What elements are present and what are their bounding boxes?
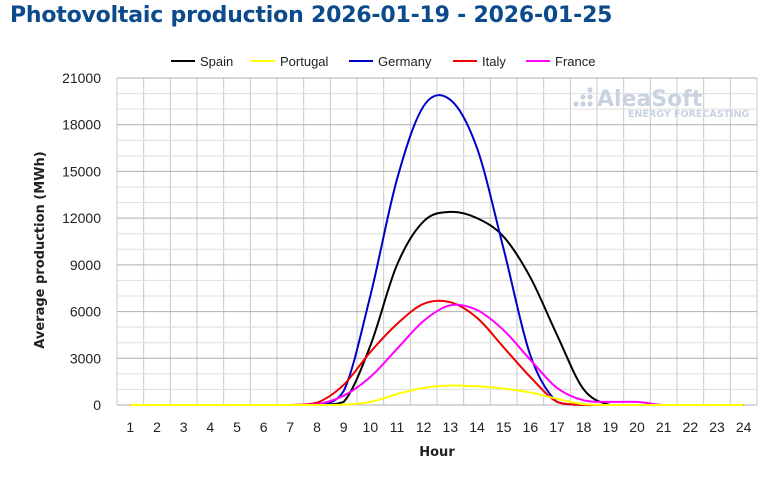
chart-title: Photovoltaic production 2026-01-19 - 202… xyxy=(10,3,613,28)
y-axis-label: Average production (MWh) xyxy=(33,151,48,348)
y-tick-label: 9000 xyxy=(70,257,101,273)
x-tick-label: 14 xyxy=(469,419,485,435)
x-axis-label: Hour xyxy=(419,445,455,460)
y-tick-label: 18000 xyxy=(62,117,101,133)
x-tick-label: 1 xyxy=(126,419,134,435)
x-tick-label: 13 xyxy=(443,419,459,435)
x-tick-label: 15 xyxy=(496,419,512,435)
y-tick-label: 21000 xyxy=(62,70,101,86)
x-tick-label: 17 xyxy=(549,419,565,435)
watermark-brand: AleaSoft xyxy=(597,87,703,112)
x-tick-label: 16 xyxy=(523,419,539,435)
x-tick-label: 20 xyxy=(629,419,645,435)
legend-label-france: France xyxy=(555,54,595,69)
watermark-dots-icon xyxy=(573,87,593,107)
x-tick-label: 8 xyxy=(313,419,321,435)
x-tick-label: 24 xyxy=(736,419,752,435)
x-tick-label: 2 xyxy=(153,419,161,435)
watermark-tagline: ENERGY FORECASTING xyxy=(628,109,750,120)
y-tick-label: 3000 xyxy=(70,350,101,366)
x-tick-label: 11 xyxy=(390,419,405,435)
x-tick-label: 12 xyxy=(416,419,432,435)
x-tick-label: 18 xyxy=(576,419,592,435)
x-tick-label: 7 xyxy=(286,419,294,435)
x-tick-label: 5 xyxy=(233,419,241,435)
x-tick-label: 9 xyxy=(340,419,348,435)
legend-label-italy: Italy xyxy=(482,54,506,69)
x-tick-label: 21 xyxy=(656,419,672,435)
legend: Spain Portugal Germany Italy France xyxy=(171,54,595,69)
legend-label-portugal: Portugal xyxy=(280,54,329,69)
x-tick-label: 23 xyxy=(709,419,725,435)
gridlines xyxy=(116,77,758,406)
series-line-portugal xyxy=(130,384,744,406)
watermark-logo: AleaSoft ENERGY FORECASTING xyxy=(573,87,750,120)
x-tick-label: 19 xyxy=(603,419,619,435)
y-tick-label: 6000 xyxy=(70,304,101,320)
x-tick-label: 6 xyxy=(260,419,268,435)
legend-label-spain: Spain xyxy=(200,54,233,69)
x-tick-label: 10 xyxy=(363,419,379,435)
x-tick-label: 22 xyxy=(683,419,699,435)
series-lines xyxy=(130,94,744,406)
y-tick-label: 0 xyxy=(93,397,101,413)
y-tick-label: 15000 xyxy=(62,163,101,179)
x-tick-label: 4 xyxy=(206,419,214,435)
y-tick-label: 12000 xyxy=(62,210,101,226)
legend-label-germany: Germany xyxy=(378,54,432,69)
x-tick-label: 3 xyxy=(180,419,188,435)
